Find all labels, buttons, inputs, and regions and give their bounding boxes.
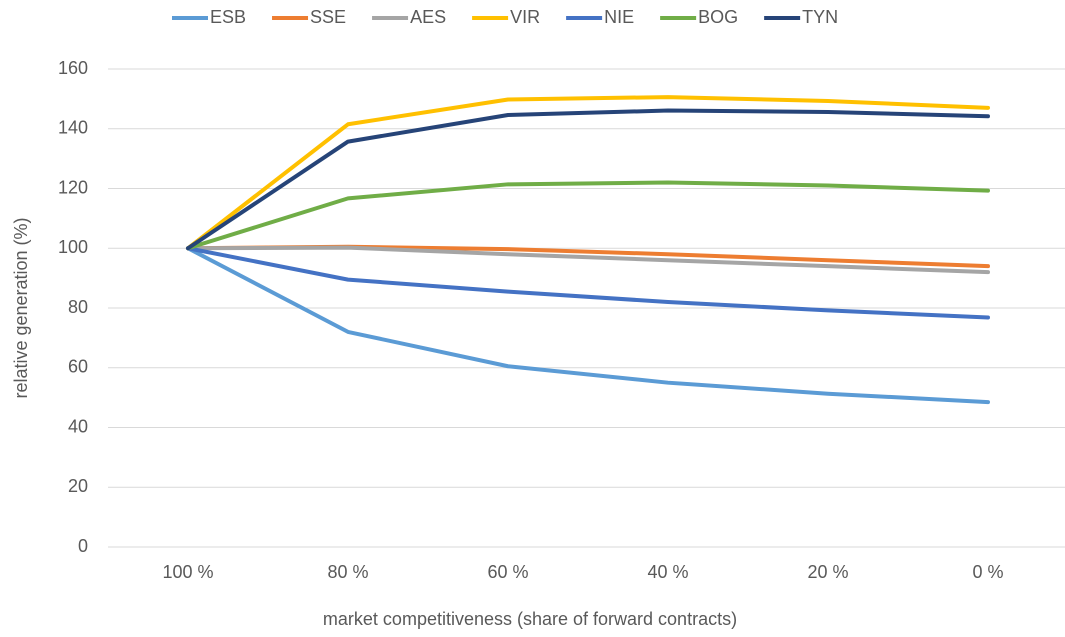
series-line	[186, 180, 990, 251]
legend-label: ESB	[210, 7, 246, 27]
legend-label: BOG	[698, 7, 738, 27]
legend-label: NIE	[604, 7, 634, 27]
series-line	[186, 245, 990, 275]
y-tick-label: 60	[68, 357, 88, 377]
x-axis-title: market competitiveness (share of forward…	[323, 609, 737, 629]
x-tick-label: 0 %	[972, 562, 1003, 582]
y-tick-label: 120	[58, 177, 88, 197]
x-tick-label: 40 %	[647, 562, 688, 582]
series-line	[186, 246, 990, 320]
y-tick-label: 0	[78, 536, 88, 556]
legend-label: AES	[410, 7, 446, 27]
y-tick-label: 140	[58, 118, 88, 138]
y-tick-label: 160	[58, 58, 88, 78]
x-tick-label: 100 %	[162, 562, 213, 582]
y-tick-label: 100	[58, 237, 88, 257]
x-tick-label: 80 %	[327, 562, 368, 582]
series-line	[186, 246, 990, 405]
legend-label: TYN	[802, 7, 838, 27]
legend-label: SSE	[310, 7, 346, 27]
y-tick-label: 20	[68, 476, 88, 496]
x-tick-label: 60 %	[487, 562, 528, 582]
legend-label: VIR	[510, 7, 540, 27]
y-tick-label: 40	[68, 416, 88, 436]
y-axis-title: relative generation (%)	[11, 217, 31, 398]
y-tick-label: 80	[68, 297, 88, 317]
series-line	[186, 108, 990, 251]
x-tick-label: 20 %	[807, 562, 848, 582]
series-line	[186, 95, 990, 251]
